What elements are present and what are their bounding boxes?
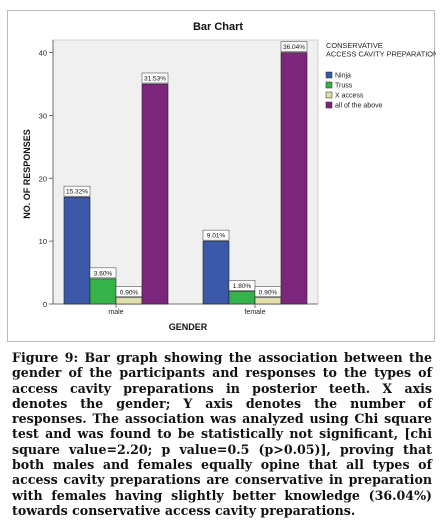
bar-truss-male bbox=[89, 278, 117, 305]
data-label-box bbox=[280, 41, 308, 52]
y-tick-label: 10 bbox=[39, 237, 47, 246]
data-label-box bbox=[89, 267, 117, 279]
data-label-box bbox=[63, 185, 91, 197]
bars: 15.32% 3.60% 0.90% 31.53% 9.01% 1.80% 0.90% 36.… bbox=[63, 41, 308, 305]
x-tick-label-female: female bbox=[244, 309, 265, 316]
bar-x-access-female bbox=[254, 297, 282, 305]
legend-label: Truss bbox=[335, 83, 353, 90]
y-tick-label: 0 bbox=[43, 300, 47, 309]
x-axis-label: GENDER bbox=[169, 322, 208, 332]
chart-panel: Bar Chart 0 10 20 30 40 15.32% 3.60% 0.90% 31.5… bbox=[7, 10, 436, 342]
bar-ninja-female bbox=[202, 240, 230, 305]
legend-swatch bbox=[325, 81, 333, 89]
chart-title: Bar Chart bbox=[193, 21, 243, 33]
legend-label: X access bbox=[335, 93, 364, 100]
data-label: 1.80% bbox=[233, 283, 252, 290]
legend-label: Ninja bbox=[335, 73, 351, 80]
bar-ninja-male bbox=[63, 196, 91, 305]
plot-area bbox=[52, 39, 319, 305]
bar-chart: Bar Chart 0 10 20 30 40 15.32% 3.60% 0.90% 31.5… bbox=[22, 21, 436, 332]
y-tick-label: 40 bbox=[39, 49, 47, 58]
data-label-box bbox=[228, 280, 256, 291]
figure-caption: Figure 9: Bar graph showing the associat… bbox=[12, 350, 432, 518]
legend-title-line-1: CONSERVATIVE bbox=[326, 41, 383, 50]
legend-swatch bbox=[325, 91, 333, 99]
legend-title-line-2: ACCESS CAVITY PREPARATION bbox=[326, 50, 436, 59]
legend-swatch bbox=[325, 71, 333, 79]
data-label: 31.53% bbox=[144, 76, 166, 83]
bar-all-of-the-above-female bbox=[280, 52, 308, 305]
data-label: 3.60% bbox=[94, 270, 113, 277]
data-label-box bbox=[202, 229, 230, 241]
legend-swatch bbox=[325, 101, 333, 109]
legend: Ninja Truss X access all of the above bbox=[325, 71, 383, 110]
y-tick-label: 30 bbox=[39, 111, 47, 120]
data-label: 9.01% bbox=[207, 233, 226, 240]
bar-x-access-male bbox=[115, 297, 143, 305]
legend-title: CONSERVATIVE ACCESS CAVITY PREPARATION bbox=[326, 41, 436, 59]
data-label: 15.32% bbox=[66, 189, 88, 196]
data-label: 0.90% bbox=[259, 289, 278, 296]
legend-label: all of the above bbox=[335, 103, 383, 110]
x-tick-label-male: male bbox=[108, 309, 123, 316]
data-label: 0.90% bbox=[120, 289, 139, 296]
data-label-box bbox=[141, 72, 169, 84]
bar-truss-female bbox=[228, 291, 256, 305]
bar-all-of-the-above-male bbox=[141, 83, 169, 305]
data-label: 36.04% bbox=[283, 44, 305, 51]
y-axis-ticks: 0 10 20 30 40 bbox=[39, 49, 53, 309]
y-axis-label: NO. OF RESPONSES bbox=[22, 129, 32, 219]
y-tick-label: 20 bbox=[39, 174, 47, 183]
x-axis-ticks: male female bbox=[108, 304, 266, 316]
